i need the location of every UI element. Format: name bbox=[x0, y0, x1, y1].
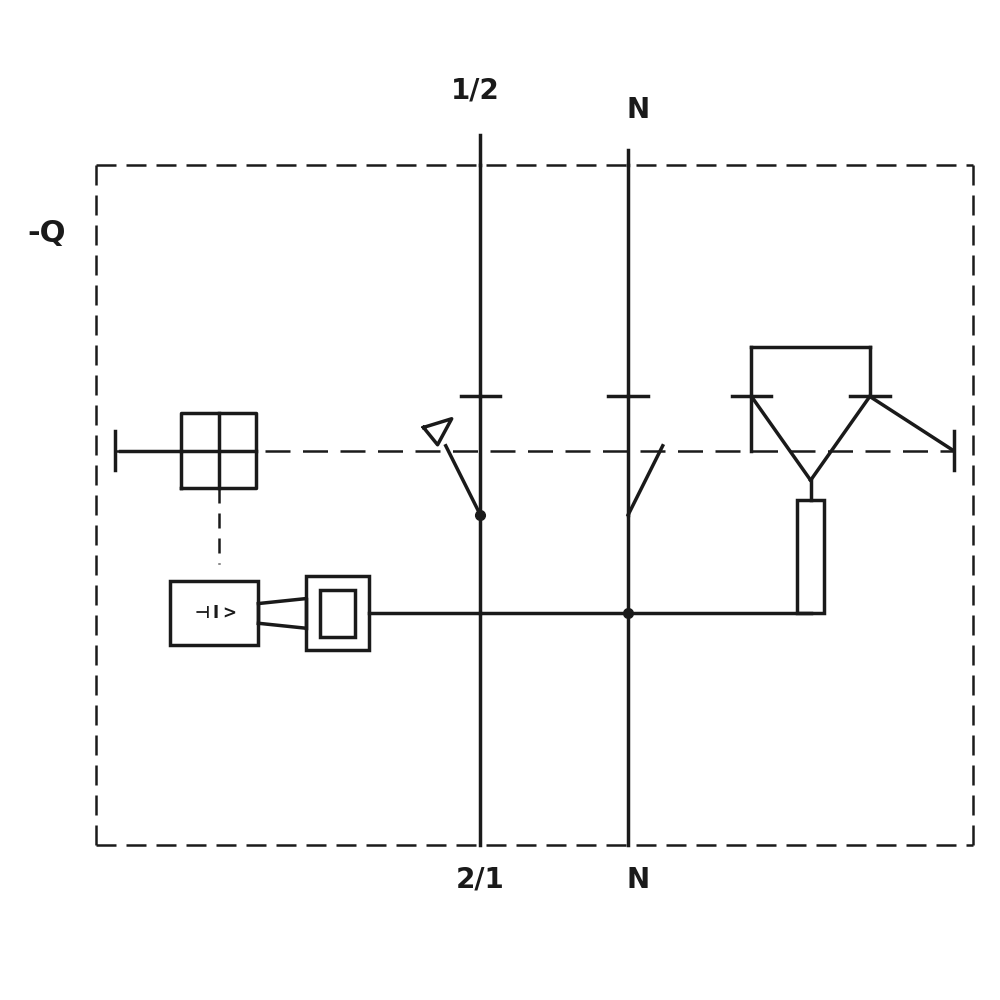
Text: 2/1: 2/1 bbox=[456, 866, 505, 894]
Bar bbox=[797, 500, 824, 613]
Text: N: N bbox=[626, 96, 650, 124]
Bar bbox=[306, 576, 369, 650]
Text: N: N bbox=[626, 866, 650, 894]
Text: $\mathbf{{\dashv I{>}}}$: $\mathbf{{\dashv I{>}}}$ bbox=[191, 604, 237, 622]
Bar bbox=[320, 590, 355, 637]
Text: 1/2: 1/2 bbox=[451, 77, 500, 105]
Text: -Q: -Q bbox=[27, 219, 66, 248]
Bar bbox=[170, 581, 258, 645]
